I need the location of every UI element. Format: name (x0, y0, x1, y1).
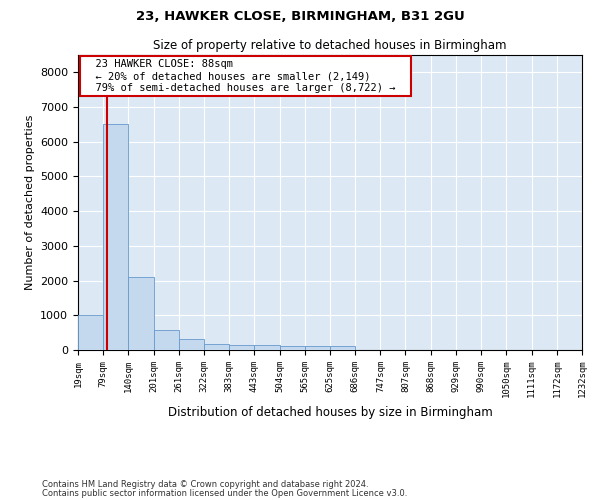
Bar (305, 346, 330, 350)
Bar (154, 330, 179, 350)
Bar (204, 344, 229, 350)
Text: 23, HAWKER CLOSE, BIRMINGHAM, B31 2GU: 23, HAWKER CLOSE, BIRMINGHAM, B31 2GU (136, 10, 464, 23)
Text: Contains HM Land Registry data © Crown copyright and database right 2024.: Contains HM Land Registry data © Crown c… (42, 480, 368, 489)
Bar (78, 316, 103, 350)
Y-axis label: Number of detached properties: Number of detached properties (25, 115, 35, 290)
Bar (330, 346, 355, 350)
Bar (254, 345, 280, 350)
Text: 23 HAWKER CLOSE: 88sqm  
  ← 20% of detached houses are smaller (2,149)  
  79% : 23 HAWKER CLOSE: 88sqm ← 20% of detached… (83, 60, 408, 92)
Text: Contains public sector information licensed under the Open Government Licence v3: Contains public sector information licen… (42, 488, 407, 498)
Bar (103, 124, 128, 350)
X-axis label: Distribution of detached houses by size in Birmingham: Distribution of detached houses by size … (167, 406, 493, 418)
Bar (179, 339, 204, 350)
Bar (280, 346, 305, 350)
Bar (229, 345, 254, 350)
Title: Size of property relative to detached houses in Birmingham: Size of property relative to detached ho… (153, 40, 507, 52)
Bar (128, 277, 154, 350)
